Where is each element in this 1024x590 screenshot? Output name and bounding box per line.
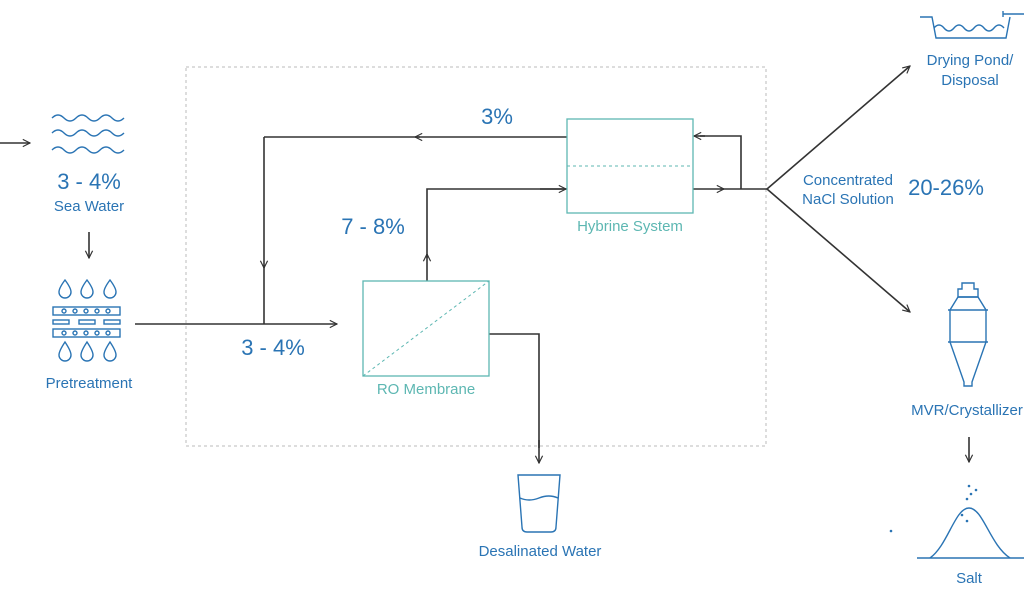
- crystallizer-icon: [948, 282, 988, 387]
- feed-concentration: 3 - 4%: [241, 335, 305, 360]
- concentrated-label-2: NaCl Solution: [802, 191, 894, 208]
- concentrate-concentration: 7 - 8%: [341, 214, 405, 239]
- concentrated-concentration: 20-26%: [908, 175, 984, 200]
- to-mvr-arrow: [766, 188, 910, 312]
- hybrine-loop: [700, 135, 742, 189]
- to-drying-pond-arrow: [766, 66, 910, 190]
- filter-drops-icon: [52, 278, 121, 362]
- salt-grains-icon: [889, 484, 978, 533]
- ro-membrane-diagonal: [362, 280, 490, 377]
- pond-icon: [920, 11, 1024, 39]
- permeate-line: [489, 333, 540, 448]
- pretreatment-label: Pretreatment: [45, 375, 133, 392]
- mvr-label: MVR/Crystallizer: [911, 402, 1023, 419]
- ro-membrane-label: RO Membrane: [376, 381, 476, 398]
- sea-water-label: Sea Water: [53, 198, 125, 215]
- drying-pond-label-2: Disposal: [941, 72, 999, 89]
- concentrated-label-1: Concentrated: [802, 172, 894, 189]
- ro-membrane-box: [362, 280, 490, 377]
- system-boundary: [185, 66, 767, 447]
- desalinated-water-label: Desalinated Water: [478, 543, 602, 560]
- sea-water-concentration: 3 - 4%: [57, 169, 121, 194]
- hybrine-system-label: Hybrine System: [577, 218, 683, 235]
- waves-icon: [51, 114, 125, 154]
- drying-pond-label-1: Drying Pond/: [926, 52, 1014, 69]
- salt-pile-icon: [917, 507, 1024, 559]
- concentrate-line: [426, 188, 567, 258]
- recycle-concentration: 3%: [481, 104, 513, 129]
- salt-label: Salt: [956, 570, 982, 587]
- glass-of-water-icon: [517, 474, 561, 533]
